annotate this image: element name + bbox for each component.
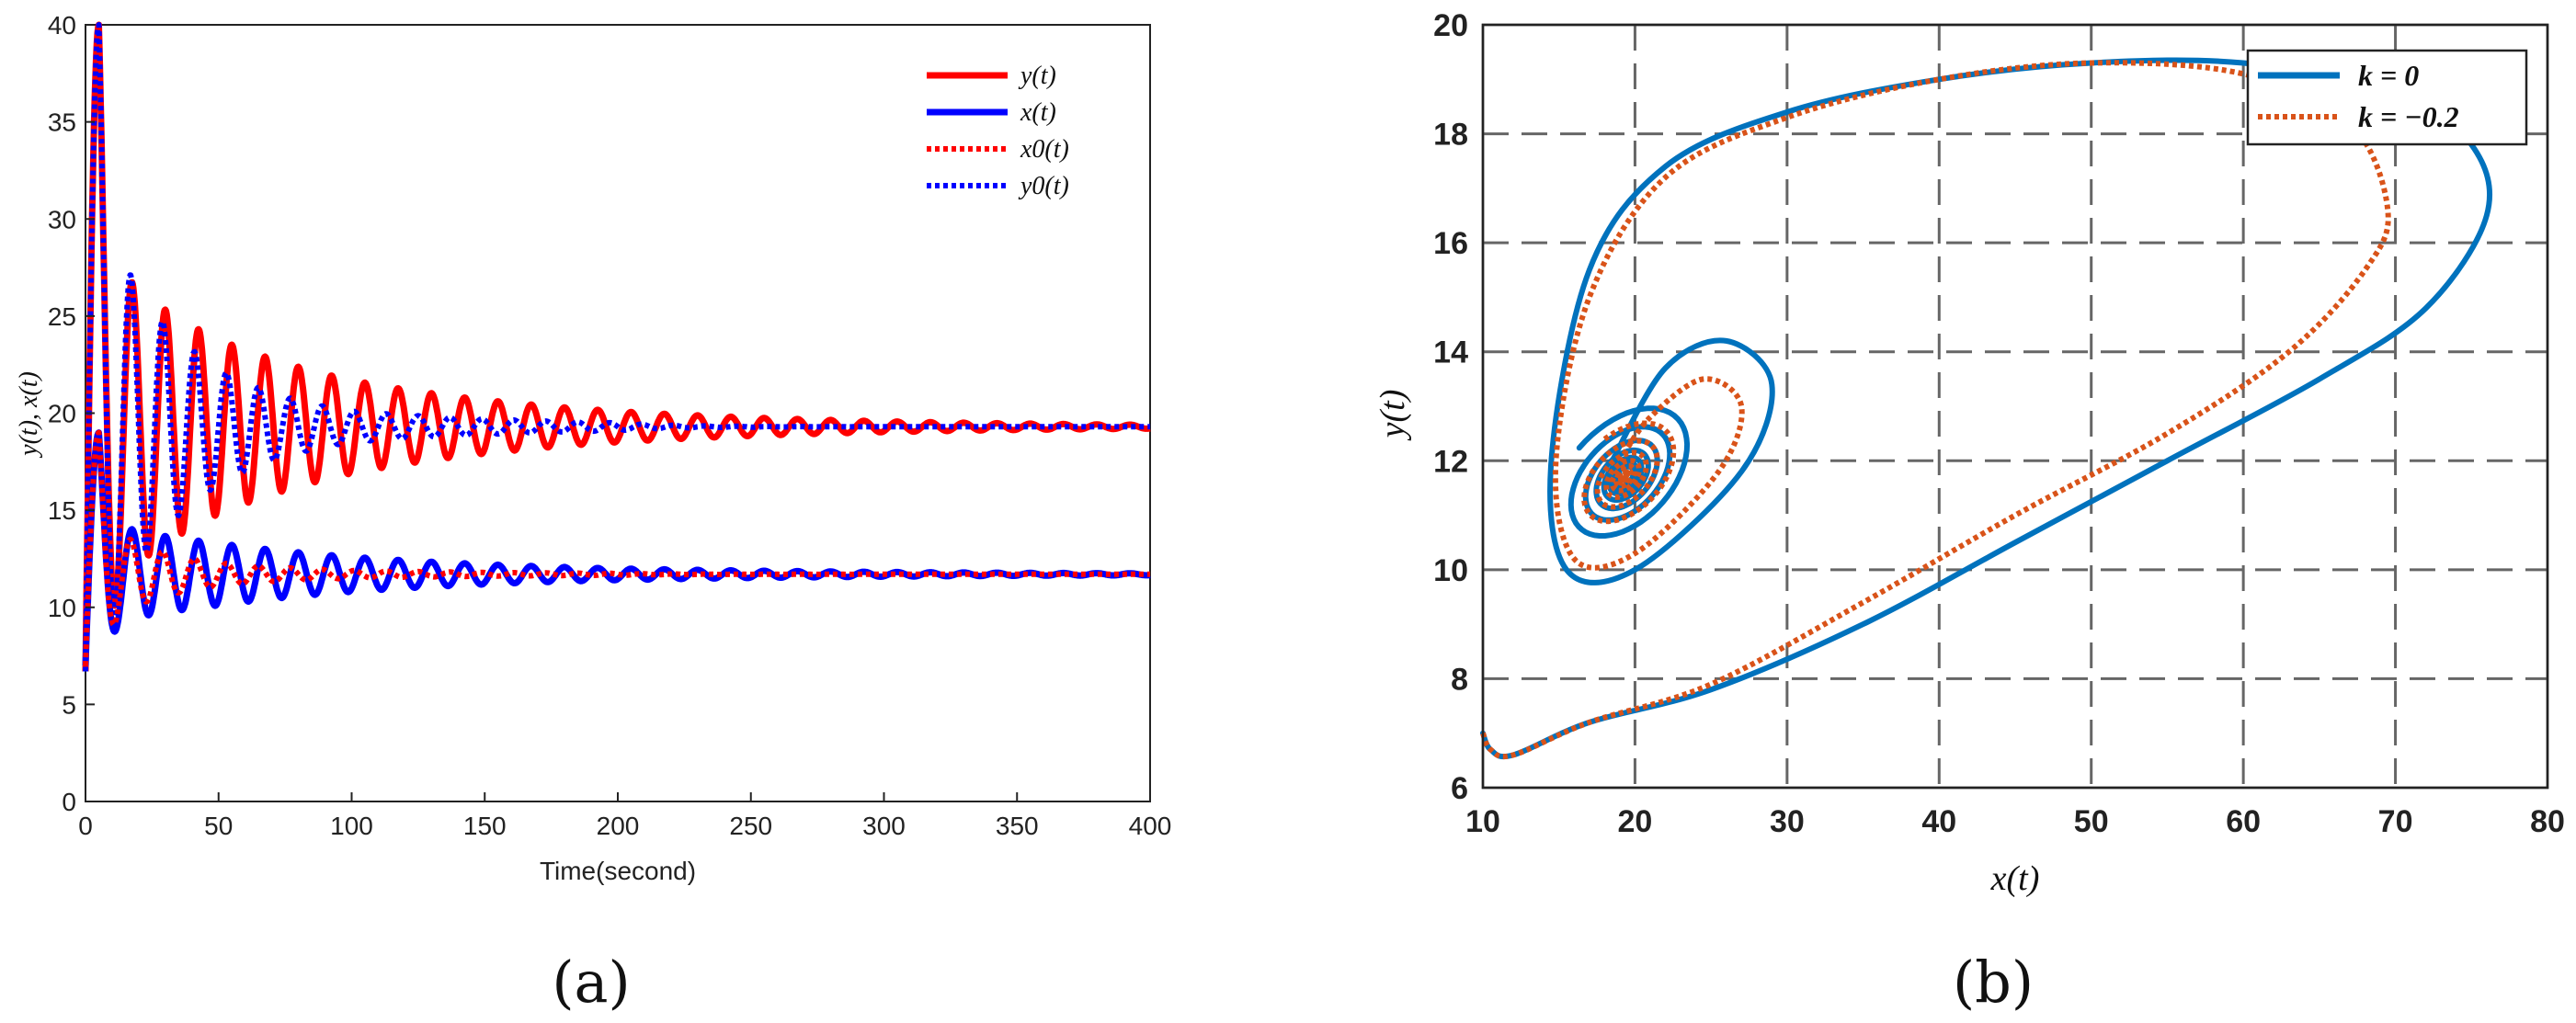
b-y-tick-label: 14 — [1433, 335, 1468, 370]
a-x-tick-label: 250 — [729, 812, 772, 840]
legend-label-y: y(t) — [1018, 62, 1056, 90]
panel-a-legend: y(t) x(t) x0(t) y0(t) — [927, 62, 1069, 200]
b-x-tick-label: 80 — [2530, 804, 2565, 839]
b-y-tick-label: 10 — [1433, 553, 1468, 588]
panel-a-y-ticks: 0 5 10 15 20 25 30 35 40 — [48, 11, 95, 816]
a-series-line-2 — [83, 429, 1153, 666]
panel-b-chart: 10 20 30 40 50 60 70 80 6 8 10 12 14 16 18 20 x(t) y(t… — [1373, 8, 2565, 1016]
a-y-tick-label: 15 — [48, 496, 76, 525]
a-x-tick-label: 0 — [78, 812, 93, 840]
a-y-tick-label: 20 — [48, 400, 76, 428]
b-y-tick-label: 8 — [1451, 662, 1468, 697]
a-y-tick-label: 40 — [48, 11, 76, 40]
b-y-tick-label: 18 — [1433, 118, 1468, 153]
a-series-line-3 — [83, 22, 1153, 672]
a-x-tick-label: 400 — [1129, 812, 1172, 840]
a-x-tick-label: 200 — [597, 812, 640, 840]
panel-a-chart: 0 50 100 150 200 250 300 350 400 0 5 10 15 20 25 30 35 4… — [15, 11, 1171, 1016]
a-x-tick-label: 100 — [330, 812, 373, 840]
b-x-tick-label: 10 — [1465, 804, 1500, 839]
b-y-tick-label: 20 — [1433, 8, 1468, 43]
b-y-tick-label: 16 — [1433, 226, 1468, 261]
a-y-tick-label: 30 — [48, 205, 76, 233]
a-x-tick-label: 150 — [463, 812, 507, 840]
legend-label-k-0-2: k = −0.2 — [2358, 100, 2459, 133]
panel-b-y-ticks: 6 8 10 12 14 16 18 20 — [1433, 8, 1468, 806]
b-x-tick-label: 40 — [1921, 804, 1956, 839]
panel-b-y-axis-label: y(t) — [1373, 390, 1412, 442]
a-y-tick-label: 5 — [62, 690, 76, 719]
legend-label-x0: x0(t) — [1020, 135, 1069, 164]
panel-a-x-ticks: 0 50 100 150 200 250 300 350 400 — [78, 792, 1171, 840]
panel-a-y-axis-label: y(t), x(t) — [15, 371, 43, 459]
panel-a-series-group — [82, 21, 1153, 672]
panel-b-label: (b) — [1953, 949, 2034, 1016]
panel-b-legend-box — [2246, 49, 2528, 146]
b-x-tick-label: 30 — [1770, 804, 1805, 839]
a-series-line-1 — [82, 429, 1153, 666]
a-series-line-0 — [82, 21, 1153, 672]
panel-b-legend: k = 0 k = −0.2 — [2246, 49, 2528, 146]
b-series-spiral-1 — [1581, 420, 1677, 525]
panel-b-x-ticks: 10 20 30 40 50 60 70 80 — [1465, 804, 2565, 839]
a-y-tick-label: 35 — [48, 108, 76, 137]
a-x-tick-label: 350 — [996, 812, 1039, 840]
a-x-tick-label: 50 — [204, 812, 233, 840]
b-series-orbit-1 — [1480, 60, 2391, 760]
a-y-tick-label: 25 — [48, 302, 76, 331]
b-y-tick-label: 12 — [1433, 444, 1468, 479]
panel-b-grid — [1483, 25, 2548, 788]
b-x-tick-label: 50 — [2074, 804, 2109, 839]
b-x-tick-label: 60 — [2226, 804, 2261, 839]
legend-label-x: x(t) — [1020, 98, 1056, 127]
panel-a-plot-area — [85, 24, 1151, 802]
a-y-tick-label: 10 — [48, 594, 76, 622]
panel-b-series-group — [1480, 57, 2493, 760]
b-x-tick-label: 70 — [2378, 804, 2413, 839]
panel-a-x-axis-label: Time(second) — [540, 857, 696, 885]
a-x-tick-label: 300 — [862, 812, 906, 840]
legend-label-k0: k = 0 — [2358, 59, 2419, 92]
a-y-tick-label: 0 — [62, 788, 76, 816]
b-series-orbit-0 — [1480, 57, 2493, 760]
b-x-tick-label: 20 — [1618, 804, 1653, 839]
legend-label-y0: y0(t) — [1018, 172, 1069, 200]
b-y-tick-label: 6 — [1451, 771, 1468, 806]
panel-b-x-axis-label: x(t) — [1990, 859, 2040, 898]
panel-a-label: (a) — [552, 949, 630, 1016]
panel-b-plot-frame — [1481, 23, 2549, 790]
